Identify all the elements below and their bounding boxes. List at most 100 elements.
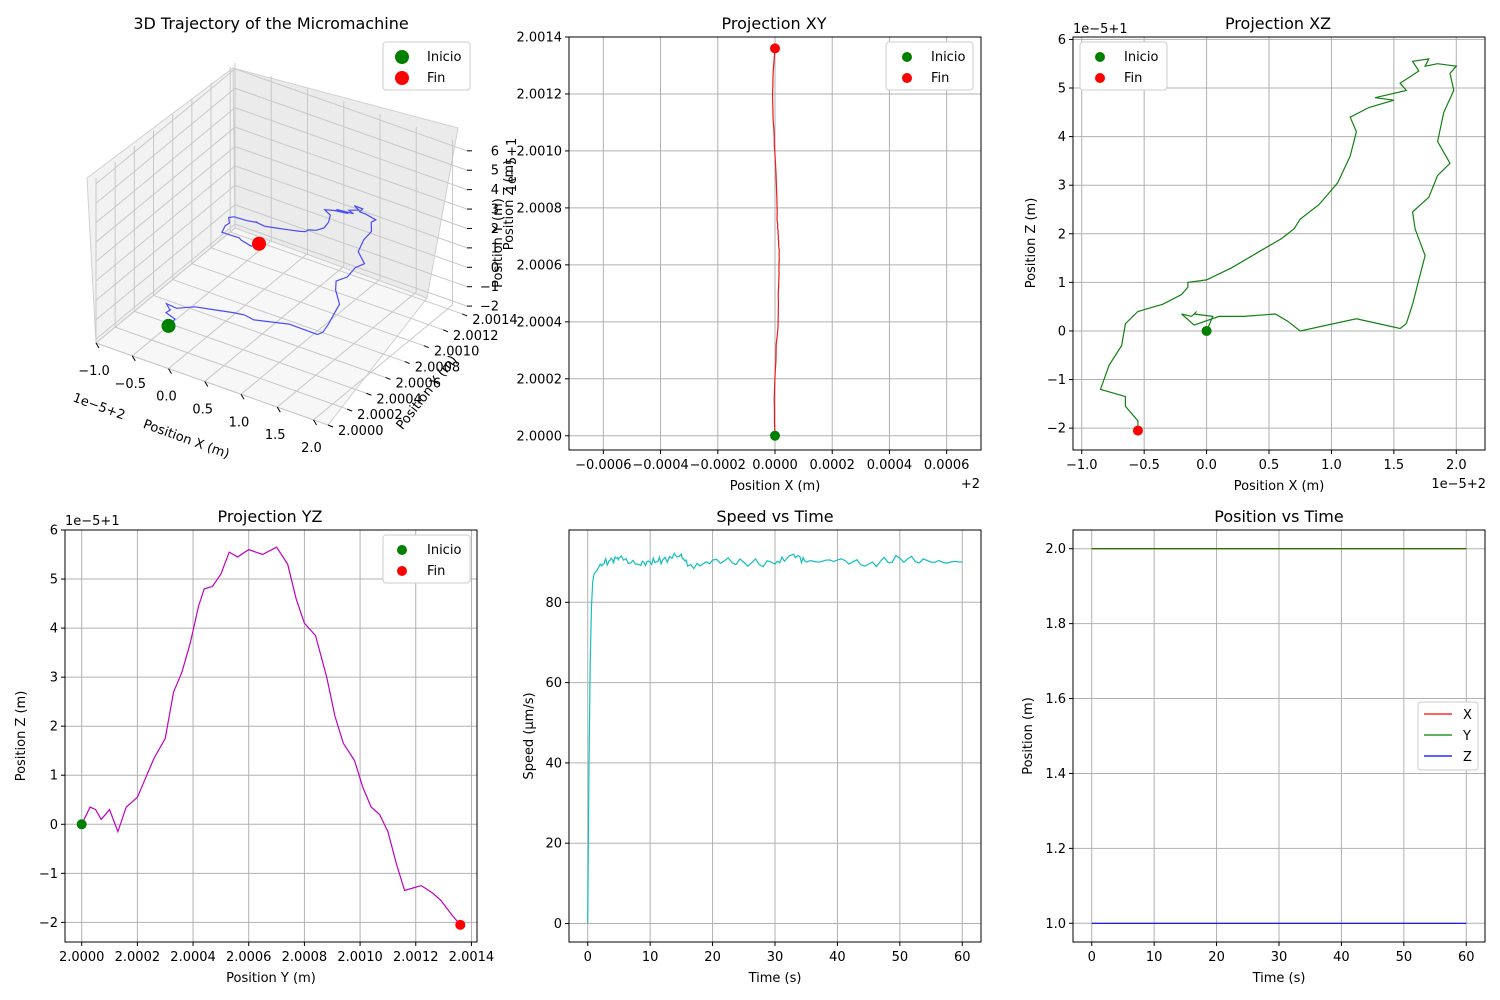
y-tick-label: 2: [1058, 227, 1066, 242]
y-tick-label: 2.0014: [472, 313, 518, 328]
y-tick-label: 5: [1058, 82, 1066, 97]
x-tick-label: 1.0: [1321, 458, 1342, 473]
y-tick-label: 1.0: [1045, 917, 1066, 932]
chart-title: Projection XY: [722, 14, 827, 33]
x-tick-label: −1.0: [1066, 458, 1098, 473]
legend: X Y Z: [1417, 701, 1479, 771]
legend-label-fin: Fin: [427, 71, 445, 86]
x-axis-ticks: −0.0006 −0.0004 −0.0002 0.0000 0.0002 0.0004 0…: [575, 450, 969, 473]
z-gridline: [234, 204, 468, 288]
z-tick-label: 1: [491, 241, 499, 256]
x-tick-label: 10: [1146, 950, 1163, 965]
y-tick-label: 2: [50, 720, 58, 735]
x-tick-label: 30: [767, 950, 784, 965]
x-tick-label: 0.5: [192, 402, 213, 417]
y-tick-mark: [385, 376, 391, 380]
z-gridline: [234, 107, 468, 191]
y-tick-mark: [366, 392, 372, 396]
x-tick-label: 30: [1271, 950, 1288, 965]
y-offset-text: 1e−5+1: [65, 514, 120, 529]
x-tick-label: 2.0002: [115, 950, 161, 965]
x-axis-ticks: −1.0 −0.5 0.0 0.5 1.0 1.5 2.0: [1066, 450, 1467, 473]
y-axis-ticks: −2 −1 0 1 2 3 4 5 6: [39, 524, 65, 931]
y-gridline: [95, 342, 329, 426]
y-tick-label: 3: [1058, 179, 1066, 194]
z-tick-label: −1: [480, 280, 499, 295]
x-tick-label: 20: [1208, 950, 1225, 965]
x-tick-mark: [313, 419, 317, 426]
x-tick-label: 1.5: [265, 428, 286, 443]
z-tick-label: 6: [491, 144, 499, 159]
x-tick-label: 50: [892, 950, 909, 965]
x-axis-ticks: 0 10 20 30 40 50 60: [584, 942, 971, 965]
plot-frame: [1072, 36, 1486, 451]
x-axis-ticks: 0 10 20 30 40 50 60: [1088, 942, 1475, 965]
x-tick-label: 0: [1088, 950, 1096, 965]
chart-title: Speed vs Time: [716, 507, 833, 526]
y-tick-label: 2.0008: [415, 361, 461, 376]
z-gridline: [234, 184, 468, 268]
x-gridline: [131, 240, 272, 357]
y-tick-label: 0: [50, 818, 58, 833]
x-tick-label: 2.0006: [226, 950, 272, 965]
y-tick-label: 6: [1058, 33, 1066, 48]
gridlines: [1073, 37, 1485, 450]
x-tick-label: 2.0: [1446, 458, 1467, 473]
y-tick-label: 0: [1058, 324, 1066, 339]
legend-label-y: Y: [1462, 729, 1471, 744]
y-tick-mark: [404, 361, 410, 365]
legend-marker-fin: [1095, 73, 1105, 83]
legend-label-inicio: Inicio: [931, 50, 965, 65]
z-tick-label: 4: [491, 183, 499, 198]
y-tick-label: 1.2: [1045, 842, 1066, 857]
axis-ticks-3d: −1.0−0.50.00.51.01.52.02.00002.00022.000…: [78, 144, 517, 456]
x-tick-label: 2.0014: [449, 950, 495, 965]
y-tick-label: 1.6: [1045, 692, 1066, 707]
y-tick-label: 2.0006: [517, 258, 563, 273]
y-tick-label: 2.0004: [517, 315, 563, 330]
y-axis-ticks: 0 20 40 60 80: [545, 596, 569, 932]
x-tick-label: 2.0010: [337, 950, 383, 965]
z-tick-label: 0: [491, 261, 499, 276]
x-tick-label: 2.0004: [170, 950, 216, 965]
chart-projection-yz: Projection YZ 2.0000 2.0002 2.0004 2.0006 2.…: [14, 507, 494, 986]
y-axis-label: Position Y (m): [491, 198, 506, 288]
y-tick-label: 1.8: [1045, 617, 1066, 632]
x-tick-mark: [204, 381, 209, 387]
y-tick-label: 2.0014: [517, 31, 563, 46]
y-tick-label: 2.0004: [376, 392, 422, 407]
y-gridline: [191, 263, 425, 347]
y-tick-label: −1: [1047, 373, 1066, 388]
x-axis-label: Time (s): [748, 971, 802, 986]
chart-speed-vs-time: Speed vs Time 0 10 20 30 40 50 60 0 20 40 60 80 Ti…: [522, 507, 982, 986]
y-axis-ticks: 1.0 1.2 1.4 1.6 1.8 2.0: [1045, 542, 1073, 932]
y-axis-label: Position (m): [1021, 697, 1036, 775]
y-tick-label: 5: [50, 573, 58, 588]
legend-box: [1417, 701, 1479, 771]
x-offset-text: +2: [961, 477, 980, 492]
legend-label-inicio: Inicio: [427, 543, 461, 558]
y-axis-label: Position Z (m): [1024, 198, 1039, 289]
z-gridline: [95, 68, 236, 185]
x-offset-text: 1e−5+2: [1431, 477, 1486, 492]
x-tick-mark: [131, 355, 136, 362]
x-tick-label: −1.0: [78, 364, 110, 379]
x-gridline: [168, 253, 308, 370]
x-tick-label: 2.0012: [393, 950, 439, 965]
x-tick-label: 0.0006: [924, 458, 970, 473]
y-offset-text: 1e−5+1: [1073, 22, 1128, 37]
trajectory-3d-line: [164, 205, 378, 336]
y-tick-mark: [442, 329, 449, 333]
z-gridline: [234, 145, 468, 229]
end-marker: [770, 43, 780, 54]
xz-trajectory-line: [1099, 58, 1458, 431]
z-tick-label: 2: [491, 222, 499, 237]
x-tick-label: 0.5: [1259, 458, 1280, 473]
x-axis-label: Time (s): [1252, 971, 1306, 986]
legend-label-fin: Fin: [1124, 71, 1142, 86]
y-tick-label: 2.0000: [517, 429, 563, 444]
y-gridline: [230, 231, 463, 315]
pane-gridlines: [95, 63, 468, 426]
plot-frame: [64, 529, 478, 943]
y-tick-label: 2.0: [1045, 542, 1066, 557]
